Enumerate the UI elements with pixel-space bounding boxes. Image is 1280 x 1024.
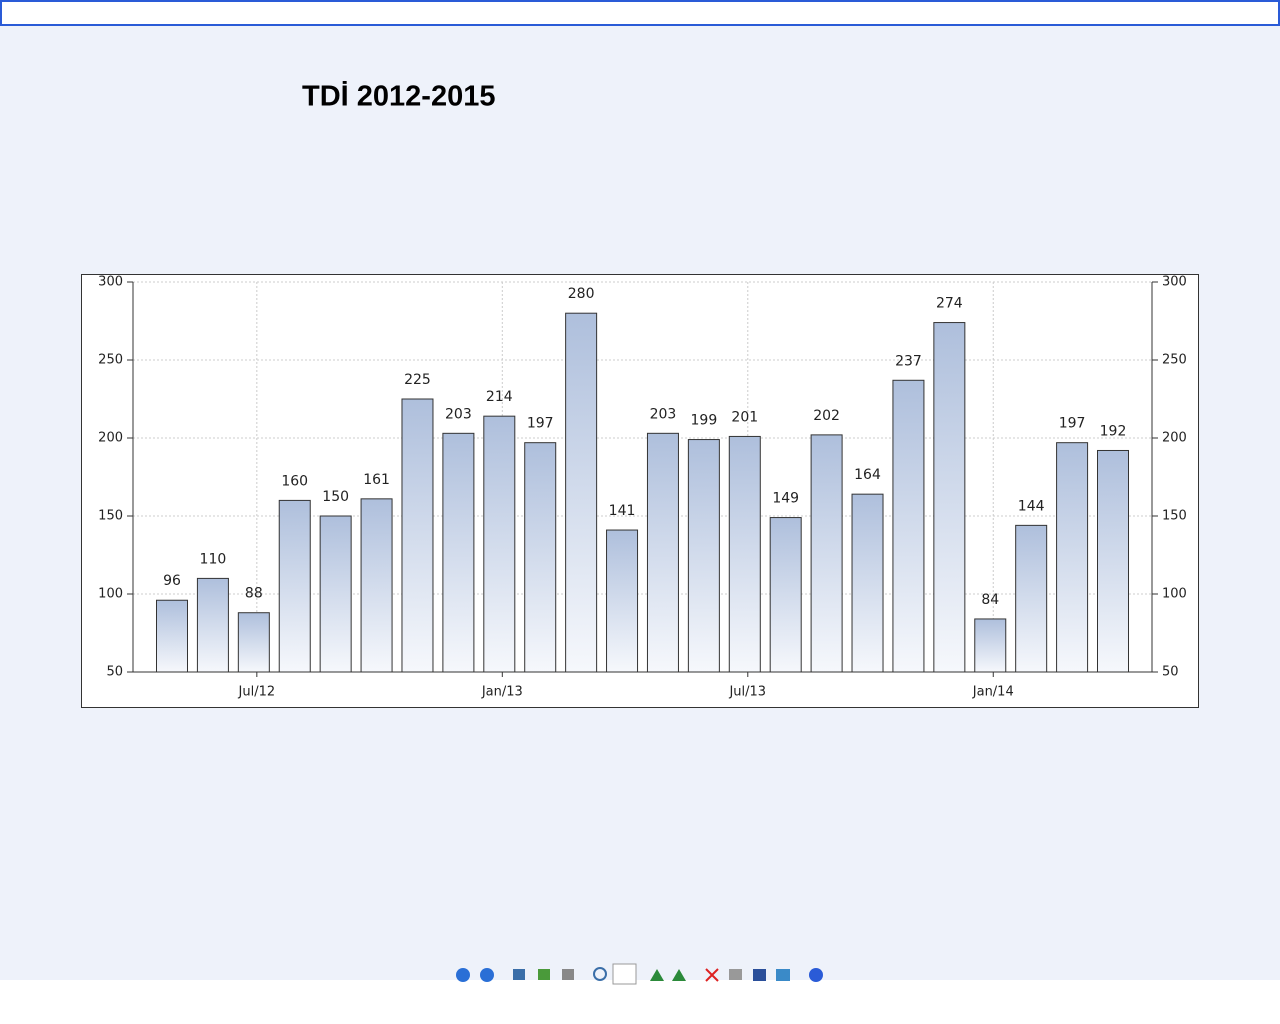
toolbar-print[interactable] bbox=[729, 969, 742, 980]
value-label: 96 bbox=[163, 573, 181, 589]
bar bbox=[524, 442, 557, 673]
bottom-strip bbox=[0, 980, 1280, 1024]
y-tick-label: 150 bbox=[98, 509, 123, 524]
bar bbox=[237, 612, 270, 673]
bar bbox=[483, 415, 516, 673]
value-label: 161 bbox=[363, 472, 390, 488]
toolbar-zoom-in[interactable] bbox=[593, 967, 607, 981]
value-label: 203 bbox=[650, 406, 677, 422]
value-label: 203 bbox=[445, 406, 472, 422]
toolbar-pan[interactable] bbox=[538, 969, 550, 980]
value-label: 225 bbox=[404, 372, 431, 388]
y2-tick-label: 250 bbox=[1162, 353, 1187, 368]
bar bbox=[769, 517, 802, 673]
value-label: 144 bbox=[1018, 498, 1045, 514]
toolbar-up[interactable] bbox=[650, 969, 664, 981]
bar bbox=[360, 498, 393, 673]
toolbar-first[interactable] bbox=[456, 968, 470, 982]
value-label: 199 bbox=[691, 413, 718, 429]
toolbar-save[interactable] bbox=[753, 969, 766, 981]
toolbar-export[interactable] bbox=[776, 969, 790, 981]
x-tick-label: Jan/14 bbox=[972, 685, 1014, 700]
y2-tick-label: 150 bbox=[1162, 509, 1187, 524]
y-tick-label: 250 bbox=[98, 353, 123, 368]
toolbar-fit[interactable] bbox=[513, 969, 525, 980]
bar bbox=[156, 599, 188, 673]
bar bbox=[565, 312, 598, 673]
value-label: 280 bbox=[568, 286, 595, 302]
value-label: 84 bbox=[981, 592, 999, 608]
bar bbox=[606, 529, 639, 673]
value-label: 197 bbox=[527, 416, 554, 432]
bar bbox=[401, 398, 434, 673]
toolbar-close[interactable] bbox=[705, 968, 719, 982]
value-label: 201 bbox=[731, 409, 758, 425]
bar bbox=[933, 322, 966, 673]
bar bbox=[196, 577, 229, 673]
value-label: 202 bbox=[813, 408, 840, 424]
value-label: 164 bbox=[854, 467, 881, 483]
value-label: 192 bbox=[1100, 423, 1127, 439]
bar bbox=[1097, 449, 1129, 673]
x-tick-label: Jan/13 bbox=[481, 685, 523, 700]
x-tick-label: Jul/12 bbox=[238, 685, 276, 700]
bar bbox=[442, 432, 475, 673]
y-tick-label: 100 bbox=[98, 587, 123, 602]
top-bar bbox=[0, 0, 1280, 26]
bar bbox=[728, 435, 761, 673]
value-label: 88 bbox=[245, 586, 263, 602]
bar bbox=[319, 515, 352, 673]
bar bbox=[892, 379, 925, 673]
chart-title: TDİ 2012-2015 bbox=[302, 81, 495, 113]
value-label: 197 bbox=[1059, 416, 1086, 432]
y2-tick-label: 200 bbox=[1162, 431, 1187, 446]
bar bbox=[810, 434, 843, 673]
plot: 50 50 100 100 150 150 200 200 250 250 300 300 Jul/12… bbox=[98, 275, 1187, 700]
bar bbox=[1056, 442, 1089, 673]
y-tick-label: 200 bbox=[98, 431, 123, 446]
value-label: 214 bbox=[486, 389, 513, 405]
toolbar bbox=[456, 963, 823, 985]
bar bbox=[1015, 524, 1048, 673]
y2-tick-label: 300 bbox=[1162, 275, 1187, 290]
bar bbox=[646, 432, 679, 673]
bar bbox=[851, 493, 884, 673]
value-label: 160 bbox=[281, 473, 308, 489]
y2-tick-label: 50 bbox=[1162, 665, 1179, 680]
toolbar-reset[interactable] bbox=[562, 969, 574, 980]
value-label: 149 bbox=[772, 491, 799, 507]
toolbar-zoom-out[interactable] bbox=[612, 963, 637, 985]
value-label: 110 bbox=[200, 551, 227, 567]
bar bbox=[687, 439, 720, 673]
y2-tick-label: 100 bbox=[1162, 587, 1187, 602]
toolbar-down[interactable] bbox=[672, 969, 686, 981]
value-label: 274 bbox=[936, 296, 963, 312]
x-tick-label: Jul/13 bbox=[728, 685, 766, 700]
value-label: 237 bbox=[895, 353, 922, 369]
value-label: 141 bbox=[609, 503, 636, 519]
bar bbox=[278, 499, 311, 673]
bar bbox=[974, 618, 1007, 673]
toolbar-last[interactable] bbox=[480, 968, 494, 982]
y-tick-label: 50 bbox=[106, 665, 123, 680]
value-label: 150 bbox=[322, 489, 349, 505]
y-tick-label: 300 bbox=[98, 275, 123, 290]
toolbar-help[interactable] bbox=[809, 968, 823, 982]
